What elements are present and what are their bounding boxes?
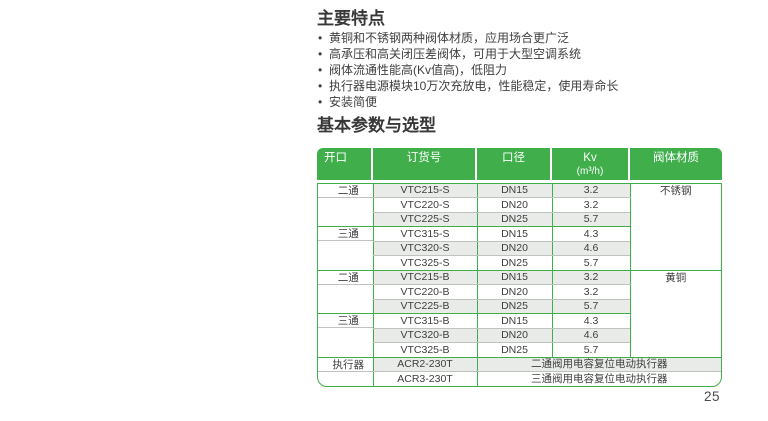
table-row: VTC220-S DN20 3.2: [318, 197, 721, 213]
cell-order-no: VTC225-B: [372, 299, 477, 315]
cell-diameter: DN15: [476, 270, 552, 286]
cell-order-no: VTC320-S: [372, 241, 477, 257]
table-row: ACR3-230T 三通阀用电容复位电动执行器: [318, 371, 721, 386]
features-title: 主要特点: [317, 9, 385, 28]
features-list: 黄铜和不锈钢两种阀体材质，应用场合更广泛高承压和高关闭压差阀体，可用于大型空调系…: [317, 30, 618, 110]
cell-order-no: VTC325-S: [372, 255, 477, 271]
cell-diameter: DN15: [476, 313, 552, 329]
table-row: 二通 VTC215-B DN15 3.2 黄铜: [318, 270, 721, 358]
cell-order-no: VTC215-S: [372, 184, 477, 199]
page-number: 25: [704, 389, 721, 404]
table-row: 三通 VTC315-S DN15 4.3: [318, 226, 721, 271]
cell-opening: 三通: [318, 226, 373, 271]
col-header-opening: 开口: [317, 148, 373, 180]
cell-kv: 3.2: [551, 270, 630, 286]
table-row: 执行器 ACR2-230T 二通阀用电容复位电动执行器: [318, 357, 721, 373]
cell-opening: 二通: [318, 270, 373, 315]
cell-kv: 3.2: [551, 284, 630, 300]
selection-title: 基本参数与选型: [317, 116, 436, 135]
cell-kv: 3.2: [551, 184, 630, 199]
opening-label: 三通: [318, 227, 373, 242]
table-row: VTC320-S DN20 4.6: [318, 241, 721, 257]
table-row: VTC225-B DN25 5.7: [318, 299, 721, 315]
col-header-material: 阀体材质: [630, 148, 722, 180]
cell-diameter: DN15: [476, 226, 552, 242]
spec-table-body: 二通 VTC215-S DN15 3.2 不锈钢 VTC220-S DN20 3.2 VTC22…: [317, 183, 722, 387]
opening-label: 执行器: [318, 358, 373, 372]
cell-order-no: VTC320-B: [372, 328, 477, 344]
col-header-kv: Kv (m³/h): [552, 148, 630, 180]
cell-diameter: DN25: [476, 299, 552, 315]
cell-kv: 5.7: [551, 255, 630, 271]
table-row: VTC320-B DN20 4.6: [318, 328, 721, 344]
cell-order-no: VTC315-B: [372, 313, 477, 329]
cell-actuator-description: 二通阀用电容复位电动执行器: [476, 357, 721, 373]
cell-kv: 4.3: [551, 313, 630, 329]
cell-order-no: VTC220-S: [372, 197, 477, 213]
col-header-diameter: 口径: [477, 148, 552, 180]
material-label: 黄铜: [665, 271, 687, 284]
table-row: VTC325-S DN25 5.7: [318, 255, 721, 271]
cell-opening: 执行器: [318, 357, 373, 386]
col-header-order-no: 订货号: [373, 148, 477, 180]
cell-order-no: VTC215-B: [372, 270, 477, 286]
material-label: 不锈钢: [660, 185, 692, 197]
feature-item: 安装简便: [317, 94, 618, 110]
spec-table-rows: 二通 VTC215-S DN15 3.2 不锈钢 VTC220-S DN20 3.2 VTC22…: [318, 184, 721, 386]
col-header-kv-unit: (m³/h): [576, 166, 604, 177]
cell-order-no: ACR3-230T: [372, 371, 477, 386]
cell-diameter: DN20: [476, 197, 552, 213]
cell-actuator-description: 三通阀用电容复位电动执行器: [476, 371, 721, 386]
opening-label: 二通: [318, 271, 373, 285]
table-row: 二通 VTC215-S DN15 3.2 不锈钢: [318, 184, 721, 271]
spec-table-header-row: 开口 订货号 口径 Kv (m³/h) 阀体材质: [317, 148, 722, 180]
cell-diameter: DN20: [476, 241, 552, 257]
cell-material: 黄铜: [629, 270, 721, 358]
spec-table: 开口 订货号 口径 Kv (m³/h) 阀体材质 二通 VTC215-S DN15 3.2 不锈钢…: [317, 148, 722, 387]
cell-opening: 二通: [318, 184, 373, 228]
table-row: 三通 VTC315-B DN15 4.3: [318, 313, 721, 358]
cell-diameter: DN20: [476, 284, 552, 300]
opening-label: 二通: [318, 184, 373, 198]
table-row: VTC225-S DN25 5.7: [318, 212, 721, 228]
cell-kv: 3.2: [551, 197, 630, 213]
cell-order-no: VTC225-S: [372, 212, 477, 228]
feature-item: 黄铜和不锈钢两种阀体材质，应用场合更广泛: [317, 30, 618, 46]
cell-diameter: DN25: [476, 212, 552, 228]
opening-label: 三通: [318, 314, 373, 329]
cell-kv: 5.7: [551, 342, 630, 358]
table-row: VTC325-B DN25 5.7: [318, 342, 721, 358]
feature-item: 高承压和高关闭压差阀体，可用于大型空调系统: [317, 46, 618, 62]
cell-kv: 5.7: [551, 299, 630, 315]
cell-kv: 4.6: [551, 241, 630, 257]
cell-diameter: DN15: [476, 184, 552, 199]
cell-order-no: VTC220-B: [372, 284, 477, 300]
feature-item: 执行器电源模块10万次充放电，性能稳定，使用寿命长: [317, 78, 618, 94]
cell-order-no: VTC315-S: [372, 226, 477, 242]
cell-kv: 4.3: [551, 226, 630, 242]
cell-material: 不锈钢: [629, 184, 721, 271]
cell-diameter: DN25: [476, 255, 552, 271]
cell-kv: 5.7: [551, 212, 630, 228]
cell-order-no: VTC325-B: [372, 342, 477, 358]
cell-kv: 4.6: [551, 328, 630, 344]
cell-diameter: DN20: [476, 328, 552, 344]
table-row: VTC220-B DN20 3.2: [318, 284, 721, 300]
feature-item: 阀体流通性能高(Kv值高)，低阻力: [317, 62, 618, 78]
cell-opening: 三通: [318, 313, 373, 358]
cell-order-no: ACR2-230T: [372, 357, 477, 373]
cell-diameter: DN25: [476, 342, 552, 358]
